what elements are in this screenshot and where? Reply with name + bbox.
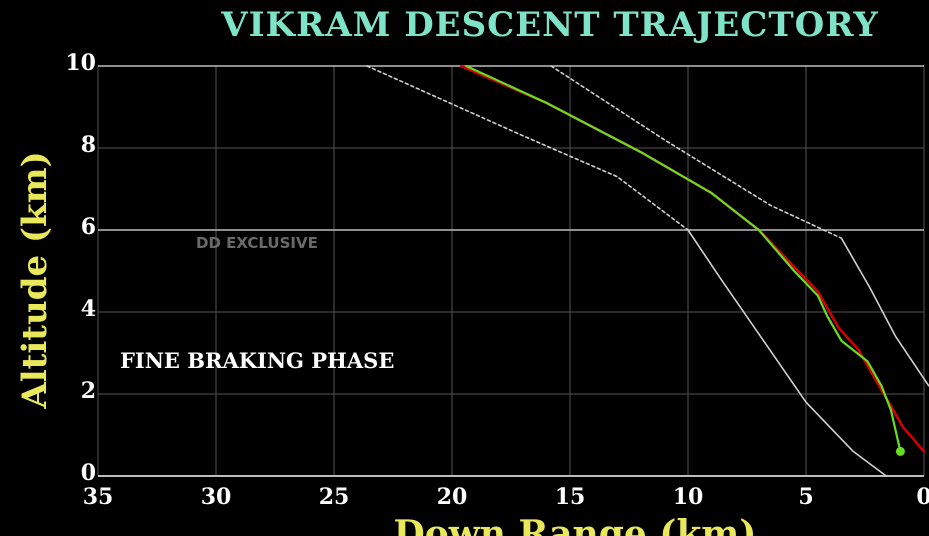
grid (97, 65, 925, 477)
y-tick-label: 10 (65, 50, 96, 76)
y-tick-label: 2 (81, 378, 96, 404)
x-axis-label: Down Range (km) (394, 513, 757, 536)
x-tick-label: 25 (319, 484, 350, 510)
watermark: DD EXCLUSIVE (196, 234, 318, 252)
upper-bound-lower-segment-line (840, 237, 929, 387)
y-tick-label: 6 (81, 214, 96, 240)
lower-bound-lower-segment-line (687, 229, 888, 477)
x-tick-label: 30 (201, 484, 232, 510)
y-tick-label: 0 (81, 460, 96, 486)
y-axis-label: Altitude (km) (15, 151, 55, 409)
y-tick-label: 8 (81, 132, 96, 158)
actual-line (465, 64, 902, 453)
chart-title: VIKRAM DESCENT TRAJECTORY (220, 5, 879, 45)
x-tick-label: 20 (437, 484, 468, 510)
phase-annotation: FINE BRAKING PHASE (120, 348, 394, 373)
x-tick-label: 10 (673, 484, 704, 510)
y-tick-label: 4 (81, 296, 96, 322)
x-tick-label: 0 (916, 484, 929, 510)
lower-bound-upper-segment-line (366, 65, 689, 231)
series-layer (366, 64, 929, 477)
x-tick-label: 35 (83, 484, 114, 510)
upper-bound-upper-segment-line (550, 65, 843, 239)
actual-endpoint-marker (895, 446, 905, 456)
x-tick-label: 15 (555, 484, 586, 510)
x-tick-label: 5 (798, 484, 813, 510)
